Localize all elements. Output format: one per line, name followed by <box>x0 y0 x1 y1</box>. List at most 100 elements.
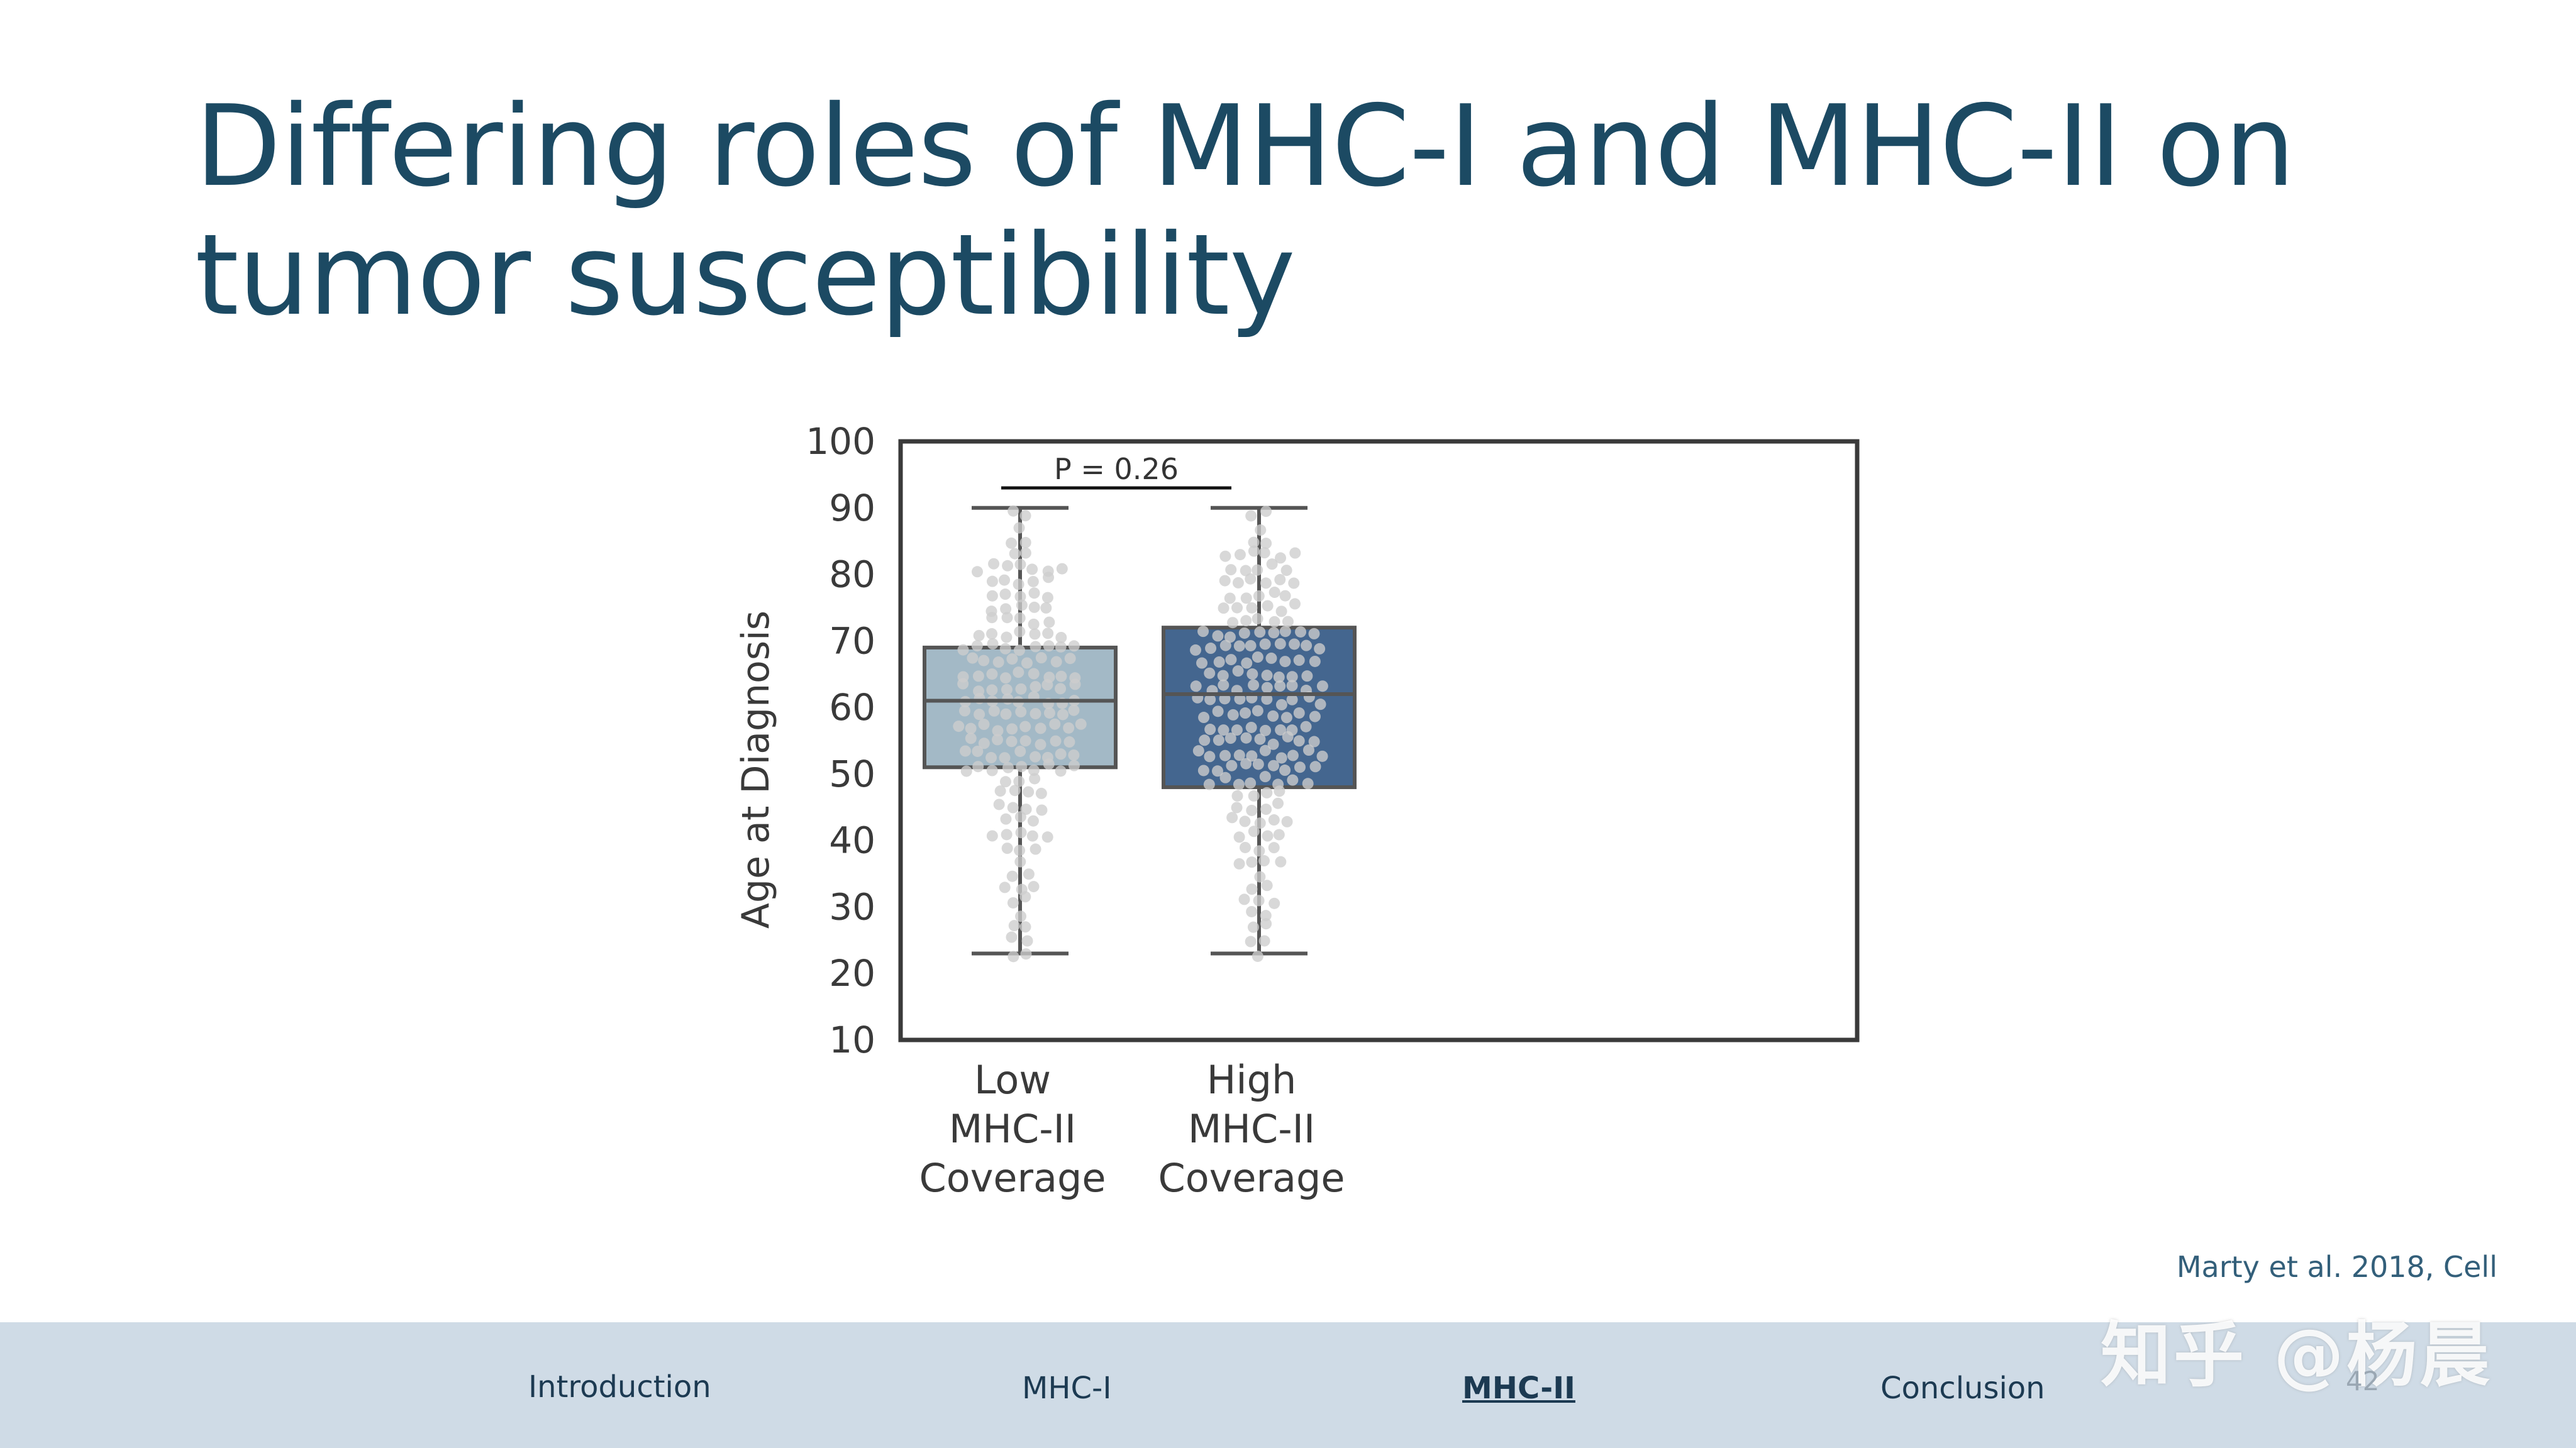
data-point <box>1245 639 1257 651</box>
data-point <box>1019 735 1031 747</box>
data-point <box>1260 910 1272 922</box>
y-tick-label: 80 <box>829 553 875 596</box>
data-point <box>1240 758 1252 770</box>
data-point <box>1050 735 1062 747</box>
data-point <box>1253 845 1265 857</box>
data-point <box>1282 616 1294 627</box>
data-point <box>1316 750 1328 762</box>
data-point <box>1019 536 1031 548</box>
data-point <box>960 765 972 777</box>
data-point <box>1030 708 1041 720</box>
data-point <box>1286 694 1298 705</box>
data-point <box>972 745 984 757</box>
data-point <box>992 656 1004 668</box>
data-point <box>1026 563 1038 575</box>
data-point <box>1232 665 1244 677</box>
data-point <box>1219 550 1231 562</box>
data-point <box>1192 745 1204 757</box>
data-point <box>1068 640 1080 652</box>
data-point <box>1041 592 1053 604</box>
data-point <box>1036 804 1048 816</box>
data-point <box>1069 672 1081 684</box>
data-point <box>1029 773 1041 785</box>
data-point <box>1019 510 1031 522</box>
data-point <box>1204 694 1216 705</box>
data-point <box>1260 918 1272 930</box>
data-point <box>1232 577 1244 589</box>
data-point <box>1224 631 1236 643</box>
data-point <box>1049 718 1061 730</box>
data-point <box>1246 905 1258 917</box>
nav-introduction[interactable]: Introduction <box>528 1369 711 1405</box>
data-point <box>1028 587 1040 599</box>
data-point <box>1014 745 1026 757</box>
y-tick-label: 50 <box>829 753 875 795</box>
data-point <box>1219 575 1231 587</box>
data-point <box>1248 679 1260 691</box>
data-point <box>953 721 965 732</box>
data-point <box>1019 547 1031 559</box>
data-point <box>1261 693 1273 705</box>
nav-conclusion[interactable]: Conclusion <box>1880 1371 2045 1406</box>
data-point <box>1198 712 1210 724</box>
data-point <box>1279 656 1291 668</box>
data-point <box>959 745 971 757</box>
data-point <box>1241 657 1253 669</box>
data-point <box>1246 804 1258 816</box>
data-point <box>1269 616 1280 627</box>
data-point <box>1001 683 1013 695</box>
data-point <box>1190 680 1202 692</box>
data-point <box>1016 599 1028 611</box>
citation: Marty et al. 2018, Cell <box>2176 1250 2497 1284</box>
data-point <box>1028 668 1040 680</box>
data-point <box>1262 600 1274 612</box>
data-point <box>1233 858 1245 870</box>
data-point <box>1269 897 1280 909</box>
data-point <box>1008 505 1019 517</box>
data-point <box>1050 656 1062 668</box>
data-point <box>1023 868 1035 880</box>
data-point <box>1308 736 1320 748</box>
data-point <box>1267 738 1279 750</box>
data-point <box>1246 668 1258 680</box>
data-point <box>1063 736 1075 748</box>
data-point <box>957 671 969 683</box>
data-point <box>1294 761 1306 773</box>
data-point <box>1254 733 1266 745</box>
data-point <box>1272 778 1284 790</box>
data-point <box>1245 721 1257 733</box>
data-point <box>1030 843 1041 855</box>
data-point <box>1001 612 1013 624</box>
data-point <box>986 590 998 602</box>
data-point <box>1260 724 1272 736</box>
data-point <box>1028 765 1040 777</box>
data-point <box>978 719 990 731</box>
data-point <box>1224 732 1236 744</box>
data-point <box>1240 592 1252 604</box>
data-point <box>986 684 998 696</box>
data-point <box>1245 777 1257 789</box>
y-tick-label: 20 <box>829 952 875 995</box>
data-point <box>1267 710 1279 722</box>
data-point <box>1043 640 1055 652</box>
nav-mhc-ii[interactable]: MHC-II <box>1462 1371 1575 1406</box>
nav-mhc-i[interactable]: MHC-I <box>1022 1371 1112 1406</box>
data-point <box>999 643 1011 655</box>
data-point <box>1028 618 1040 630</box>
data-point <box>1281 815 1293 827</box>
data-point <box>1246 883 1258 895</box>
data-point <box>1268 814 1280 826</box>
data-point <box>988 558 1000 570</box>
data-point <box>1253 590 1265 602</box>
data-point <box>1064 653 1076 665</box>
data-point <box>1275 552 1287 564</box>
data-point <box>1006 723 1018 735</box>
data-point <box>1030 681 1041 693</box>
x-category-label: Coverage <box>919 1155 1106 1201</box>
x-category-label: MHC-II <box>1188 1106 1315 1152</box>
data-point <box>1275 699 1287 710</box>
data-point <box>1231 802 1243 814</box>
data-point <box>1260 506 1272 517</box>
data-point <box>1300 721 1312 732</box>
data-point <box>999 776 1011 788</box>
